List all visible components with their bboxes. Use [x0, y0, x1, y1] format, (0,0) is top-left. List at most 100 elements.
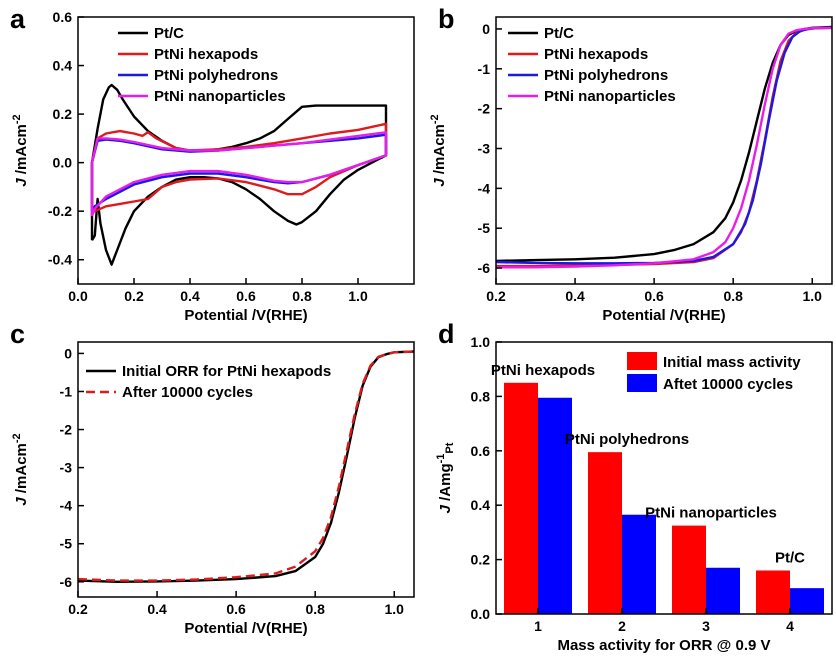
panel-letter-d: d [438, 319, 455, 349]
panel-b-series-3 [496, 26, 833, 269]
panel-a-y-label-sup: -2 [11, 114, 23, 124]
panel-a-y-tick-label-4: 0.4 [53, 58, 73, 74]
panel-b-y-tick-label-0: 0 [482, 21, 490, 37]
panel-b-orr-chart: 0.2 0.4 0.6 0.8 1.0 0 -1 -2 -3 -4 -5 -6 Pt/C PtNi he… [429, 16, 833, 324]
panel-c-y-tick-label-6: -6 [60, 574, 73, 590]
panel-c-x-tick-label-3: 0.8 [305, 601, 325, 617]
panel-a-legend-label-3: PtNi nanoparticles [154, 88, 286, 105]
panel-d-x-tick-label-2: 3 [702, 618, 710, 634]
panel-d-category-label-3: Pt/C [775, 549, 805, 566]
panel-c-plot-area: 0.2 0.4 0.6 0.8 1.0 0 -1 -2 -3 -4 -5 -6 [60, 341, 415, 617]
panel-b-y-tick-label-4: -4 [478, 180, 491, 196]
panel-a-legend: Pt/C PtNi hexapods PtNi polyhedrons PtNi na… [118, 25, 286, 105]
panel-d-bar-1-0 [588, 452, 622, 614]
panel-a-y-tick-label-2: 0.0 [53, 155, 73, 171]
panel-a-y-tick-label-1: -0.2 [48, 203, 72, 219]
panel-d-y-tick-label-4: 0.8 [471, 388, 491, 404]
panel-d-y-label-symbol: J [437, 504, 454, 513]
panel-a-x-tick-label-4: 0.8 [292, 288, 312, 304]
panel-b-legend-label-1: PtNi hexapods [544, 46, 648, 63]
panel-a-y-tick-label-3: 0.2 [53, 106, 73, 122]
panel-b-x-tick-label-3: 0.8 [723, 288, 743, 304]
panel-d-bar-3-1 [790, 588, 824, 614]
panel-a-x-tick-label-2: 0.4 [180, 288, 200, 304]
panel-d-x-tick-label-0: 1 [534, 618, 542, 634]
panel-b-legend: Pt/C PtNi hexapods PtNi polyhedrons PtNi na… [508, 25, 676, 105]
panel-c-legend: Initial ORR for PtNi hexapods After 10000… [86, 363, 331, 401]
panel-c-legend-label-0: Initial ORR for PtNi hexapods [122, 363, 331, 380]
panel-d-legend-label-0: Initial mass activity [663, 354, 801, 371]
panel-d-legend: Initial mass activity Aftet 10000 cycles [627, 352, 801, 393]
panel-b-x-axis-label: Potential /V(RHE) [602, 307, 725, 324]
panel-b-legend-label-0: Pt/C [544, 25, 574, 42]
panel-d-y-label-sub: Pt [444, 442, 456, 453]
panel-b-y-label-sup: -2 [429, 114, 441, 124]
panel-d-legend-label-1: Aftet 10000 cycles [663, 376, 793, 393]
panel-c-y-tick-label-3: -3 [60, 460, 73, 476]
panel-d-frame [495, 341, 833, 615]
panel-a-x-tick-label-3: 0.6 [236, 288, 256, 304]
panel-b-legend-label-3: PtNi nanoparticles [544, 88, 676, 105]
panel-d-bar-2-1 [706, 567, 740, 614]
panel-d-category-label-1: PtNi polyhedrons [565, 431, 689, 448]
panel-b-frame [495, 16, 833, 285]
panel-d-y-label-sup: -1 [435, 454, 447, 464]
panel-c-y-tick-label-4: -4 [60, 498, 73, 514]
panel-b-y-tick-label-3: -3 [478, 141, 491, 157]
panel-a-x-tick-label-1: 0.2 [124, 288, 144, 304]
panel-c-y-tick-label-0: 0 [64, 345, 72, 361]
panel-b-x-tick-label-0: 0.2 [486, 288, 506, 304]
panel-d-y-tick-label-1: 0.2 [471, 552, 491, 568]
panel-b-y-axis-label: J /mAcm-2 [429, 114, 448, 186]
panel-a-y-label-unit: /mAcm [13, 124, 30, 178]
panel-c-frame [77, 341, 415, 598]
panel-b-plot-area: 0.2 0.4 0.6 0.8 1.0 0 -1 -2 -3 -4 -5 -6 [478, 16, 833, 304]
panel-b-legend-label-2: PtNi polyhedrons [544, 67, 668, 84]
panel-c-x-tick-label-2: 0.6 [226, 601, 246, 617]
panel-a-legend-label-0: Pt/C [154, 25, 184, 42]
panel-a-y-tick-label-0: -0.4 [48, 252, 72, 268]
panel-d-legend-swatch-0 [627, 352, 657, 370]
panel-d-category-label-2: PtNi nanoparticles [645, 505, 777, 522]
panel-d-bar-0-0 [504, 382, 538, 614]
panel-b-y-tick-label-5: -5 [478, 220, 491, 236]
panel-c-x-tick-label-4: 1.0 [385, 601, 405, 617]
panel-d-bar-1-1 [622, 514, 656, 614]
panel-a-legend-label-2: PtNi polyhedrons [154, 67, 278, 84]
panel-a-series-3 [90, 131, 388, 217]
panel-b-x-tick-label-1: 0.4 [565, 288, 585, 304]
panel-c-legend-label-1: After 10000 cycles [122, 384, 253, 401]
panel-b-x-tick-label-2: 0.6 [644, 288, 664, 304]
panel-b-y-label-symbol: J [431, 178, 448, 187]
panel-d-x-tick-label-3: 4 [786, 618, 794, 634]
panel-letter-b: b [438, 4, 455, 34]
panel-b-series-2 [495, 26, 833, 265]
panel-d-bar-3-0 [756, 570, 790, 614]
panel-a-y-label-symbol: J [13, 178, 30, 187]
panel-letter-a: a [10, 4, 26, 34]
panel-b-y-tick-label-6: -6 [478, 260, 491, 276]
panel-d-y-tick-label-3: 0.6 [471, 443, 491, 459]
panel-b-y-tick-label-1: -1 [478, 61, 491, 77]
panel-d-bar-0-1 [538, 397, 572, 614]
panel-b-y-label-unit: /mAcm [431, 124, 448, 178]
panel-a-x-axis-label: Potential /V(RHE) [184, 307, 307, 324]
panel-c-y-tick-label-5: -5 [60, 536, 73, 552]
panel-b-x-tick-label-4: 1.0 [803, 288, 823, 304]
panel-a-x-tick-label-0: 0.0 [68, 288, 88, 304]
panel-d-mass-activity-chart: PtNi hexapods 1 PtNi polyhedrons 2 PtNi nano… [435, 334, 833, 654]
panel-c-y-tick-label-2: -2 [60, 422, 73, 438]
panel-a-y-axis-label: J /mAcm-2 [11, 114, 30, 186]
panel-d-y-tick-label-5: 1.0 [471, 334, 491, 350]
panel-c-stability-chart: 0.2 0.4 0.6 0.8 1.0 0 -1 -2 -3 -4 -5 -6 Initial ORR… [11, 341, 415, 637]
panel-b-y-tick-label-2: -2 [478, 101, 491, 117]
panel-d-category-label-0: PtNi hexapods [491, 362, 595, 379]
panel-c-x-tick-label-1: 0.4 [147, 601, 167, 617]
panel-d-y-axis-label: J /Amg-1Pt [435, 442, 456, 513]
panel-a-x-tick-label-5: 1.0 [348, 288, 368, 304]
panel-d-x-tick-label-1: 2 [618, 618, 626, 634]
panel-d-y-tick-label-0: 0.0 [471, 606, 491, 622]
panel-c-x-tick-label-0: 0.2 [68, 601, 88, 617]
panel-c-x-axis-label: Potential /V(RHE) [184, 620, 307, 637]
panel-c-series-1 [77, 350, 415, 582]
